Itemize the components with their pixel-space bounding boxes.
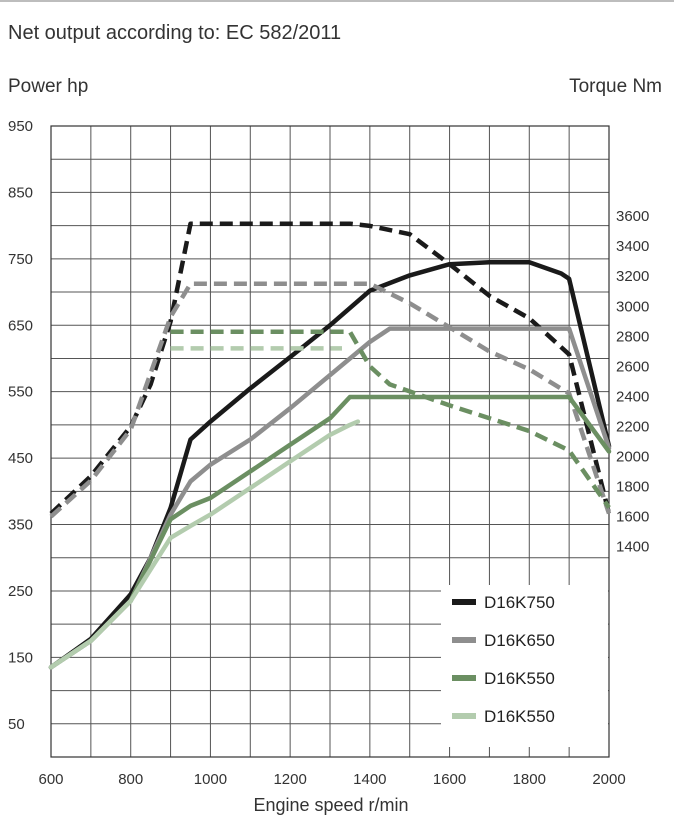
y-right-tick-label: 1600 xyxy=(616,509,649,526)
x-tick-label: 1800 xyxy=(513,771,546,788)
x-tick-label: 600 xyxy=(38,771,63,788)
top-divider xyxy=(0,0,674,2)
chart-title: Net output according to: EC 582/2011 xyxy=(8,22,342,44)
left-axis-label: Power hp xyxy=(8,76,89,97)
legend-label: D16K650 xyxy=(484,631,555,650)
y-left-tick-label: 250 xyxy=(8,583,33,600)
y-left-tick-label: 550 xyxy=(8,384,33,401)
y-right-tick-label: 2800 xyxy=(616,328,649,345)
x-tick-label: 2000 xyxy=(592,771,625,788)
y-left-tick-label: 350 xyxy=(8,517,33,534)
y-left-tick-label: 950 xyxy=(8,118,33,135)
legend-label: D16K550 xyxy=(484,669,555,688)
torque-line-d16k750-0 xyxy=(49,221,612,516)
x-tick-label: 800 xyxy=(118,771,143,788)
y-right-tick-label: 1400 xyxy=(616,539,649,556)
y-right-tick-label: 2400 xyxy=(616,388,649,405)
torque-line-d16k550-2 xyxy=(170,329,611,509)
y-right-tick-label: 3000 xyxy=(616,298,649,315)
y-right-tick-label: 1800 xyxy=(616,479,649,496)
legend-background xyxy=(441,585,608,747)
y-right-tick-label: 2000 xyxy=(616,449,649,466)
y-right-tick-label: 3200 xyxy=(616,268,649,285)
right-axis-label: Torque Nm xyxy=(569,76,662,97)
y-right-tick-label: 3600 xyxy=(616,208,649,225)
y-left-tick-label: 50 xyxy=(8,716,25,733)
x-tick-label: 1600 xyxy=(433,771,466,788)
y-left-tick-label: 750 xyxy=(8,251,33,268)
y-right-tick-label: 2600 xyxy=(616,358,649,375)
x-tick-label: 1000 xyxy=(194,771,227,788)
x-axis-label: Engine speed r/min xyxy=(253,795,408,815)
x-tick-label: 1400 xyxy=(353,771,386,788)
legend-label: D16K550 xyxy=(484,707,555,726)
y-left-tick-label: 150 xyxy=(8,649,33,666)
y-right-tick-label: 3400 xyxy=(616,238,649,255)
legend-label: D16K750 xyxy=(484,593,555,612)
power-line-d16k550-2 xyxy=(48,394,612,670)
torque-line-d16k650-1 xyxy=(49,281,612,519)
power-line-d16k550-3 xyxy=(48,419,361,670)
x-tick-label: 1200 xyxy=(273,771,306,788)
y-left-tick-label: 450 xyxy=(8,450,33,467)
y-left-tick-label: 850 xyxy=(8,184,33,201)
y-left-tick-label: 650 xyxy=(8,317,33,334)
y-right-tick-label: 2200 xyxy=(616,418,649,435)
